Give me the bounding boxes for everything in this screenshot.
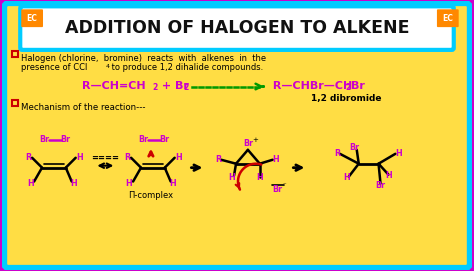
FancyBboxPatch shape [21, 9, 43, 27]
Text: Br: Br [61, 136, 71, 144]
Text: R—CHBr—CH: R—CHBr—CH [269, 80, 352, 91]
Text: Halogen (chlorine,  bromine)  reacts  with  alkenes  in  the: Halogen (chlorine, bromine) reacts with … [21, 54, 266, 63]
Text: H: H [256, 173, 263, 182]
Text: H: H [272, 155, 279, 164]
Bar [12, 100, 18, 106]
Text: R: R [215, 155, 221, 164]
Text: H: H [126, 179, 133, 188]
Text: to produce 1,2 dihalide compounds.: to produce 1,2 dihalide compounds. [109, 63, 264, 72]
Text: + Br: + Br [158, 80, 189, 91]
Text: Br: Br [273, 185, 283, 194]
Text: presence of CCl: presence of CCl [21, 63, 88, 72]
Text: 2: 2 [183, 83, 189, 92]
Text: 2: 2 [346, 83, 351, 92]
Text: 4: 4 [105, 64, 109, 69]
Text: R: R [334, 149, 340, 158]
Text: H: H [169, 179, 176, 188]
Text: R: R [124, 153, 130, 162]
Text: H: H [70, 179, 77, 188]
Text: 1,2 dibromide: 1,2 dibromide [311, 94, 382, 104]
Text: Br: Br [351, 80, 365, 91]
FancyBboxPatch shape [4, 3, 470, 268]
FancyBboxPatch shape [20, 6, 454, 50]
Text: ADDITION OF HALOGEN TO ALKENE: ADDITION OF HALOGEN TO ALKENE [65, 19, 409, 37]
Text: 2: 2 [153, 83, 158, 92]
Text: Br: Br [243, 139, 253, 149]
Text: Br: Br [39, 136, 49, 144]
Text: Br: Br [160, 136, 170, 144]
Text: H: H [76, 153, 83, 162]
Text: ⁻: ⁻ [283, 182, 286, 189]
Text: R—CH=CH: R—CH=CH [82, 80, 145, 91]
Text: Br: Br [375, 181, 385, 190]
Text: EC: EC [27, 14, 37, 23]
Text: Br: Br [138, 136, 148, 144]
Text: Π-complex: Π-complex [128, 191, 173, 201]
FancyBboxPatch shape [437, 9, 459, 27]
Text: H: H [344, 173, 350, 182]
Text: H: H [228, 173, 236, 182]
Text: Br: Br [350, 143, 360, 152]
Text: +: + [252, 137, 258, 143]
Text: EC: EC [442, 14, 453, 23]
Text: H: H [385, 171, 392, 180]
Text: Mechanism of the reaction---: Mechanism of the reaction--- [21, 103, 146, 112]
Bar [12, 51, 18, 57]
Text: ====: ==== [91, 154, 119, 163]
Text: H: H [175, 153, 182, 162]
Text: R: R [25, 153, 31, 162]
Text: H: H [395, 149, 401, 158]
Text: H: H [27, 179, 34, 188]
